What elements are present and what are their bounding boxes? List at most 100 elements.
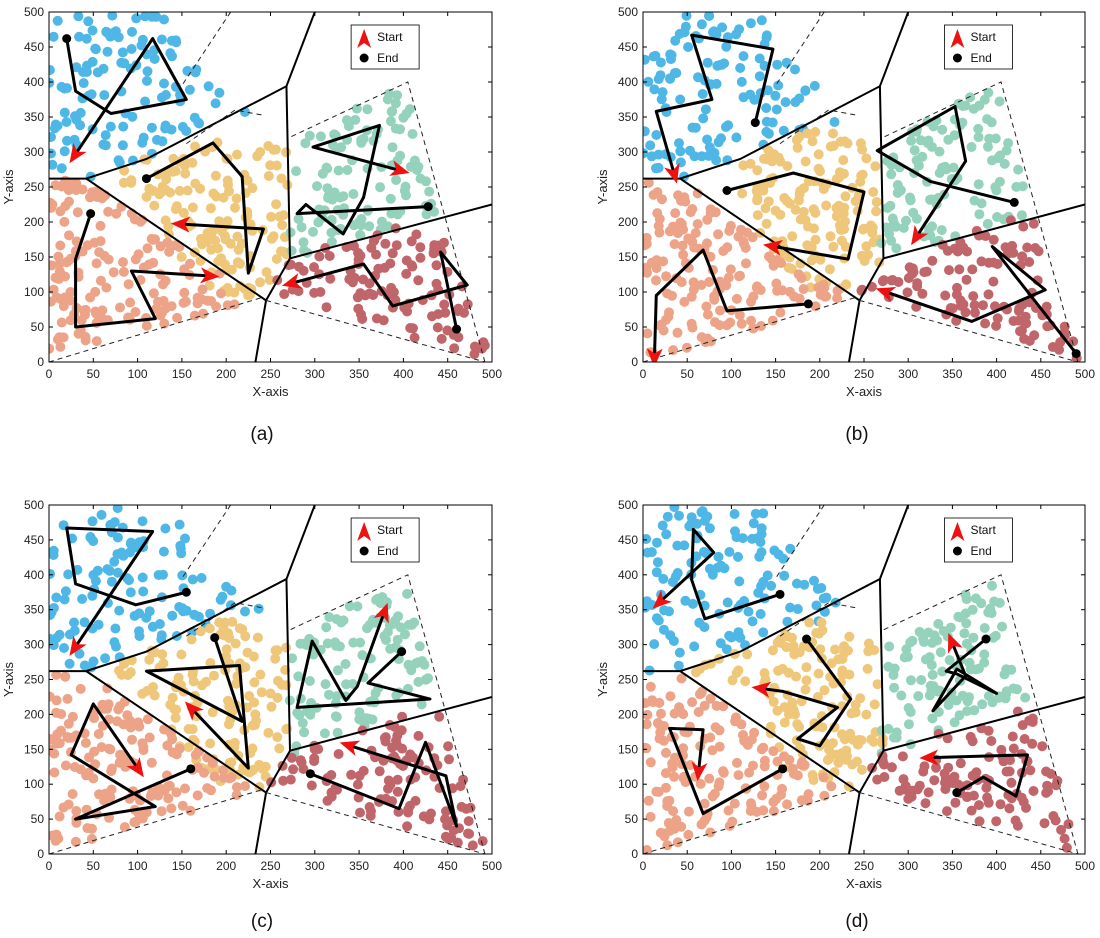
data-point [702, 57, 713, 68]
data-point [180, 533, 190, 544]
data-point [353, 247, 364, 258]
data-point [788, 768, 799, 779]
data-point [899, 652, 910, 663]
data-point [754, 53, 765, 64]
data-point [882, 203, 893, 213]
data-point [177, 121, 188, 132]
data-point [75, 764, 86, 775]
data-point [707, 745, 718, 756]
data-point [144, 732, 155, 743]
data-point [980, 318, 991, 329]
data-point [686, 318, 697, 329]
data-point [439, 299, 450, 310]
data-point [272, 645, 283, 656]
data-point [212, 243, 223, 254]
data-point [218, 772, 229, 783]
data-point [813, 149, 824, 160]
data-point [934, 146, 945, 157]
data-point [646, 151, 657, 162]
data-point [362, 104, 373, 115]
data-point [234, 623, 245, 634]
data-point [917, 288, 928, 299]
data-point [959, 628, 970, 639]
data-point [59, 594, 70, 605]
data-point [828, 241, 839, 252]
data-point [794, 93, 805, 104]
data-point [326, 770, 337, 780]
data-point [694, 689, 705, 700]
data-point [731, 132, 742, 143]
data-point [265, 160, 276, 171]
data-point [332, 665, 343, 676]
data-point [758, 627, 769, 638]
data-point [923, 627, 934, 638]
data-point [696, 507, 707, 518]
convex-hull-boundary [775, 505, 825, 579]
data-point [731, 630, 742, 641]
data-point [401, 268, 412, 279]
voronoi-boundary [643, 12, 910, 180]
data-point [704, 12, 715, 21]
data-point [140, 96, 151, 107]
end-icon [359, 53, 369, 63]
data-point [731, 293, 742, 304]
data-point [348, 189, 359, 199]
data-point [768, 797, 779, 807]
data-point [276, 173, 287, 184]
data-point [286, 752, 297, 763]
data-point [689, 641, 700, 652]
data-point [734, 310, 745, 321]
data-point [935, 647, 946, 658]
data-point [680, 777, 691, 788]
data-point [692, 188, 703, 199]
path-blue [659, 527, 781, 621]
data-point [643, 240, 650, 251]
data-point [1024, 257, 1035, 267]
voronoi-boundary [847, 86, 885, 362]
data-point [1047, 342, 1058, 352]
x-tick-label: 500 [1075, 367, 1095, 381]
data-point [271, 199, 282, 210]
data-point [1041, 766, 1052, 777]
data-point [187, 574, 198, 585]
x-tick-label: 50 [87, 859, 101, 873]
data-point [205, 738, 216, 749]
x-tick-label: 450 [1031, 367, 1051, 381]
end-marker [452, 324, 462, 334]
data-point [49, 550, 59, 560]
data-point [643, 547, 653, 558]
data-point [103, 254, 114, 265]
data-point [62, 693, 73, 704]
data-point [282, 180, 293, 190]
data-point [164, 246, 175, 257]
x-tick-label: 150 [172, 859, 192, 873]
data-point [376, 216, 387, 227]
data-point [1037, 741, 1048, 752]
start-marker [652, 590, 672, 609]
data-point [689, 242, 700, 253]
y-tick-label: 200 [24, 215, 44, 229]
data-point [49, 603, 59, 613]
data-point [937, 124, 948, 135]
data-point [229, 287, 240, 298]
data-point [724, 630, 735, 641]
voronoi-boundary [643, 505, 910, 673]
data-point [986, 736, 997, 746]
data-point [346, 769, 357, 780]
data-point [687, 204, 698, 214]
data-point [263, 171, 274, 181]
data-point [800, 215, 811, 226]
data-point [683, 829, 694, 840]
data-point [402, 306, 413, 317]
data-point [676, 707, 686, 718]
data-point [772, 637, 783, 648]
data-point [64, 658, 75, 669]
y-axis-title: Y-axis [1, 169, 16, 204]
data-point [179, 287, 190, 298]
path-green [295, 612, 432, 709]
data-point [190, 178, 201, 189]
data-point [371, 249, 381, 260]
end-marker [423, 202, 433, 212]
data-point [675, 94, 686, 105]
data-point [752, 210, 763, 221]
